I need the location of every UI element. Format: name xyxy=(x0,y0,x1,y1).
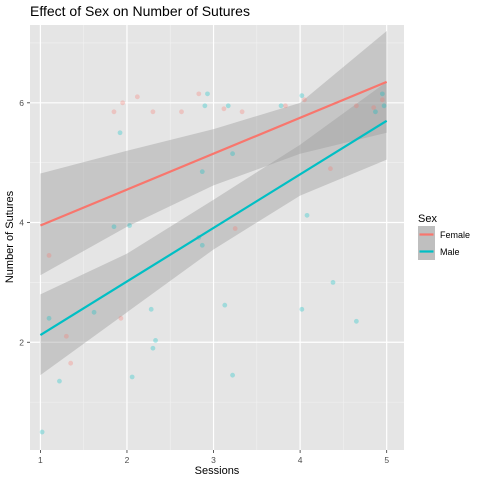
point-female xyxy=(221,106,227,112)
plot-panel xyxy=(30,25,404,450)
legend-label-male: Male xyxy=(440,247,460,257)
gridlines-major xyxy=(30,25,404,450)
point-female xyxy=(239,109,245,115)
point-male xyxy=(111,224,117,230)
point-male xyxy=(129,374,135,380)
point-female xyxy=(68,360,74,366)
point-male xyxy=(117,130,123,136)
y-axis-title: Number of Sutures xyxy=(4,190,16,283)
fit-lines xyxy=(39,80,388,337)
point-male xyxy=(39,429,45,435)
point-female xyxy=(302,97,307,103)
point-female xyxy=(150,109,156,115)
point-male xyxy=(222,302,228,308)
chart-title: Effect of Sex on Number of Sutures xyxy=(30,3,250,19)
x-axis-title: Sessions xyxy=(195,465,240,477)
point-male xyxy=(381,103,387,109)
point-female xyxy=(371,105,377,111)
point-male xyxy=(379,91,385,97)
x-tick-label: 5 xyxy=(384,455,389,465)
point-male xyxy=(230,151,235,157)
y-tick-label: 4 xyxy=(19,218,24,228)
point-female xyxy=(179,109,184,115)
point-female xyxy=(111,109,117,115)
point-male xyxy=(199,169,205,175)
point-male xyxy=(57,378,62,384)
point-female xyxy=(196,91,202,97)
y-tick-label: 2 xyxy=(19,337,24,347)
point-male xyxy=(148,306,154,312)
point-female xyxy=(353,103,359,109)
point-male xyxy=(225,103,231,109)
x-tick-label: 1 xyxy=(38,455,43,465)
point-male xyxy=(304,212,310,218)
point-male xyxy=(127,223,132,228)
point-male xyxy=(205,91,210,97)
x-axis-ticks: 1 2 3 4 5 xyxy=(38,450,389,465)
point-female xyxy=(232,226,238,231)
point-male xyxy=(46,315,52,321)
y-tick-label: 6 xyxy=(19,98,24,108)
legend-title: Sex xyxy=(418,213,437,225)
point-male xyxy=(91,309,97,315)
point-male xyxy=(199,242,205,248)
x-tick-label: 3 xyxy=(211,455,216,465)
point-female xyxy=(134,94,140,100)
point-male xyxy=(353,318,359,324)
point-male xyxy=(153,338,158,343)
point-male xyxy=(330,279,336,285)
point-female xyxy=(118,315,124,321)
point-female xyxy=(282,103,288,109)
point-male xyxy=(150,345,156,351)
point-female xyxy=(379,97,385,103)
x-tick-label: 4 xyxy=(298,455,303,465)
point-female xyxy=(63,333,69,339)
point-male xyxy=(299,306,305,312)
point-male xyxy=(299,93,305,99)
point-male xyxy=(278,103,284,109)
y-axis-ticks: 2 4 6 xyxy=(19,98,30,347)
point-male xyxy=(230,372,235,378)
point-female xyxy=(328,166,333,172)
x-tick-label: 2 xyxy=(125,455,130,465)
data-points xyxy=(39,91,387,435)
point-female xyxy=(46,253,52,258)
fit-line-male xyxy=(39,119,388,337)
point-female xyxy=(120,100,126,106)
gridlines-minor xyxy=(30,25,404,450)
point-male xyxy=(202,103,208,109)
legend-label-female: Female xyxy=(440,230,470,240)
legend: Sex Female Male xyxy=(418,213,470,260)
point-male xyxy=(373,109,378,115)
fit-line-female xyxy=(39,80,388,227)
